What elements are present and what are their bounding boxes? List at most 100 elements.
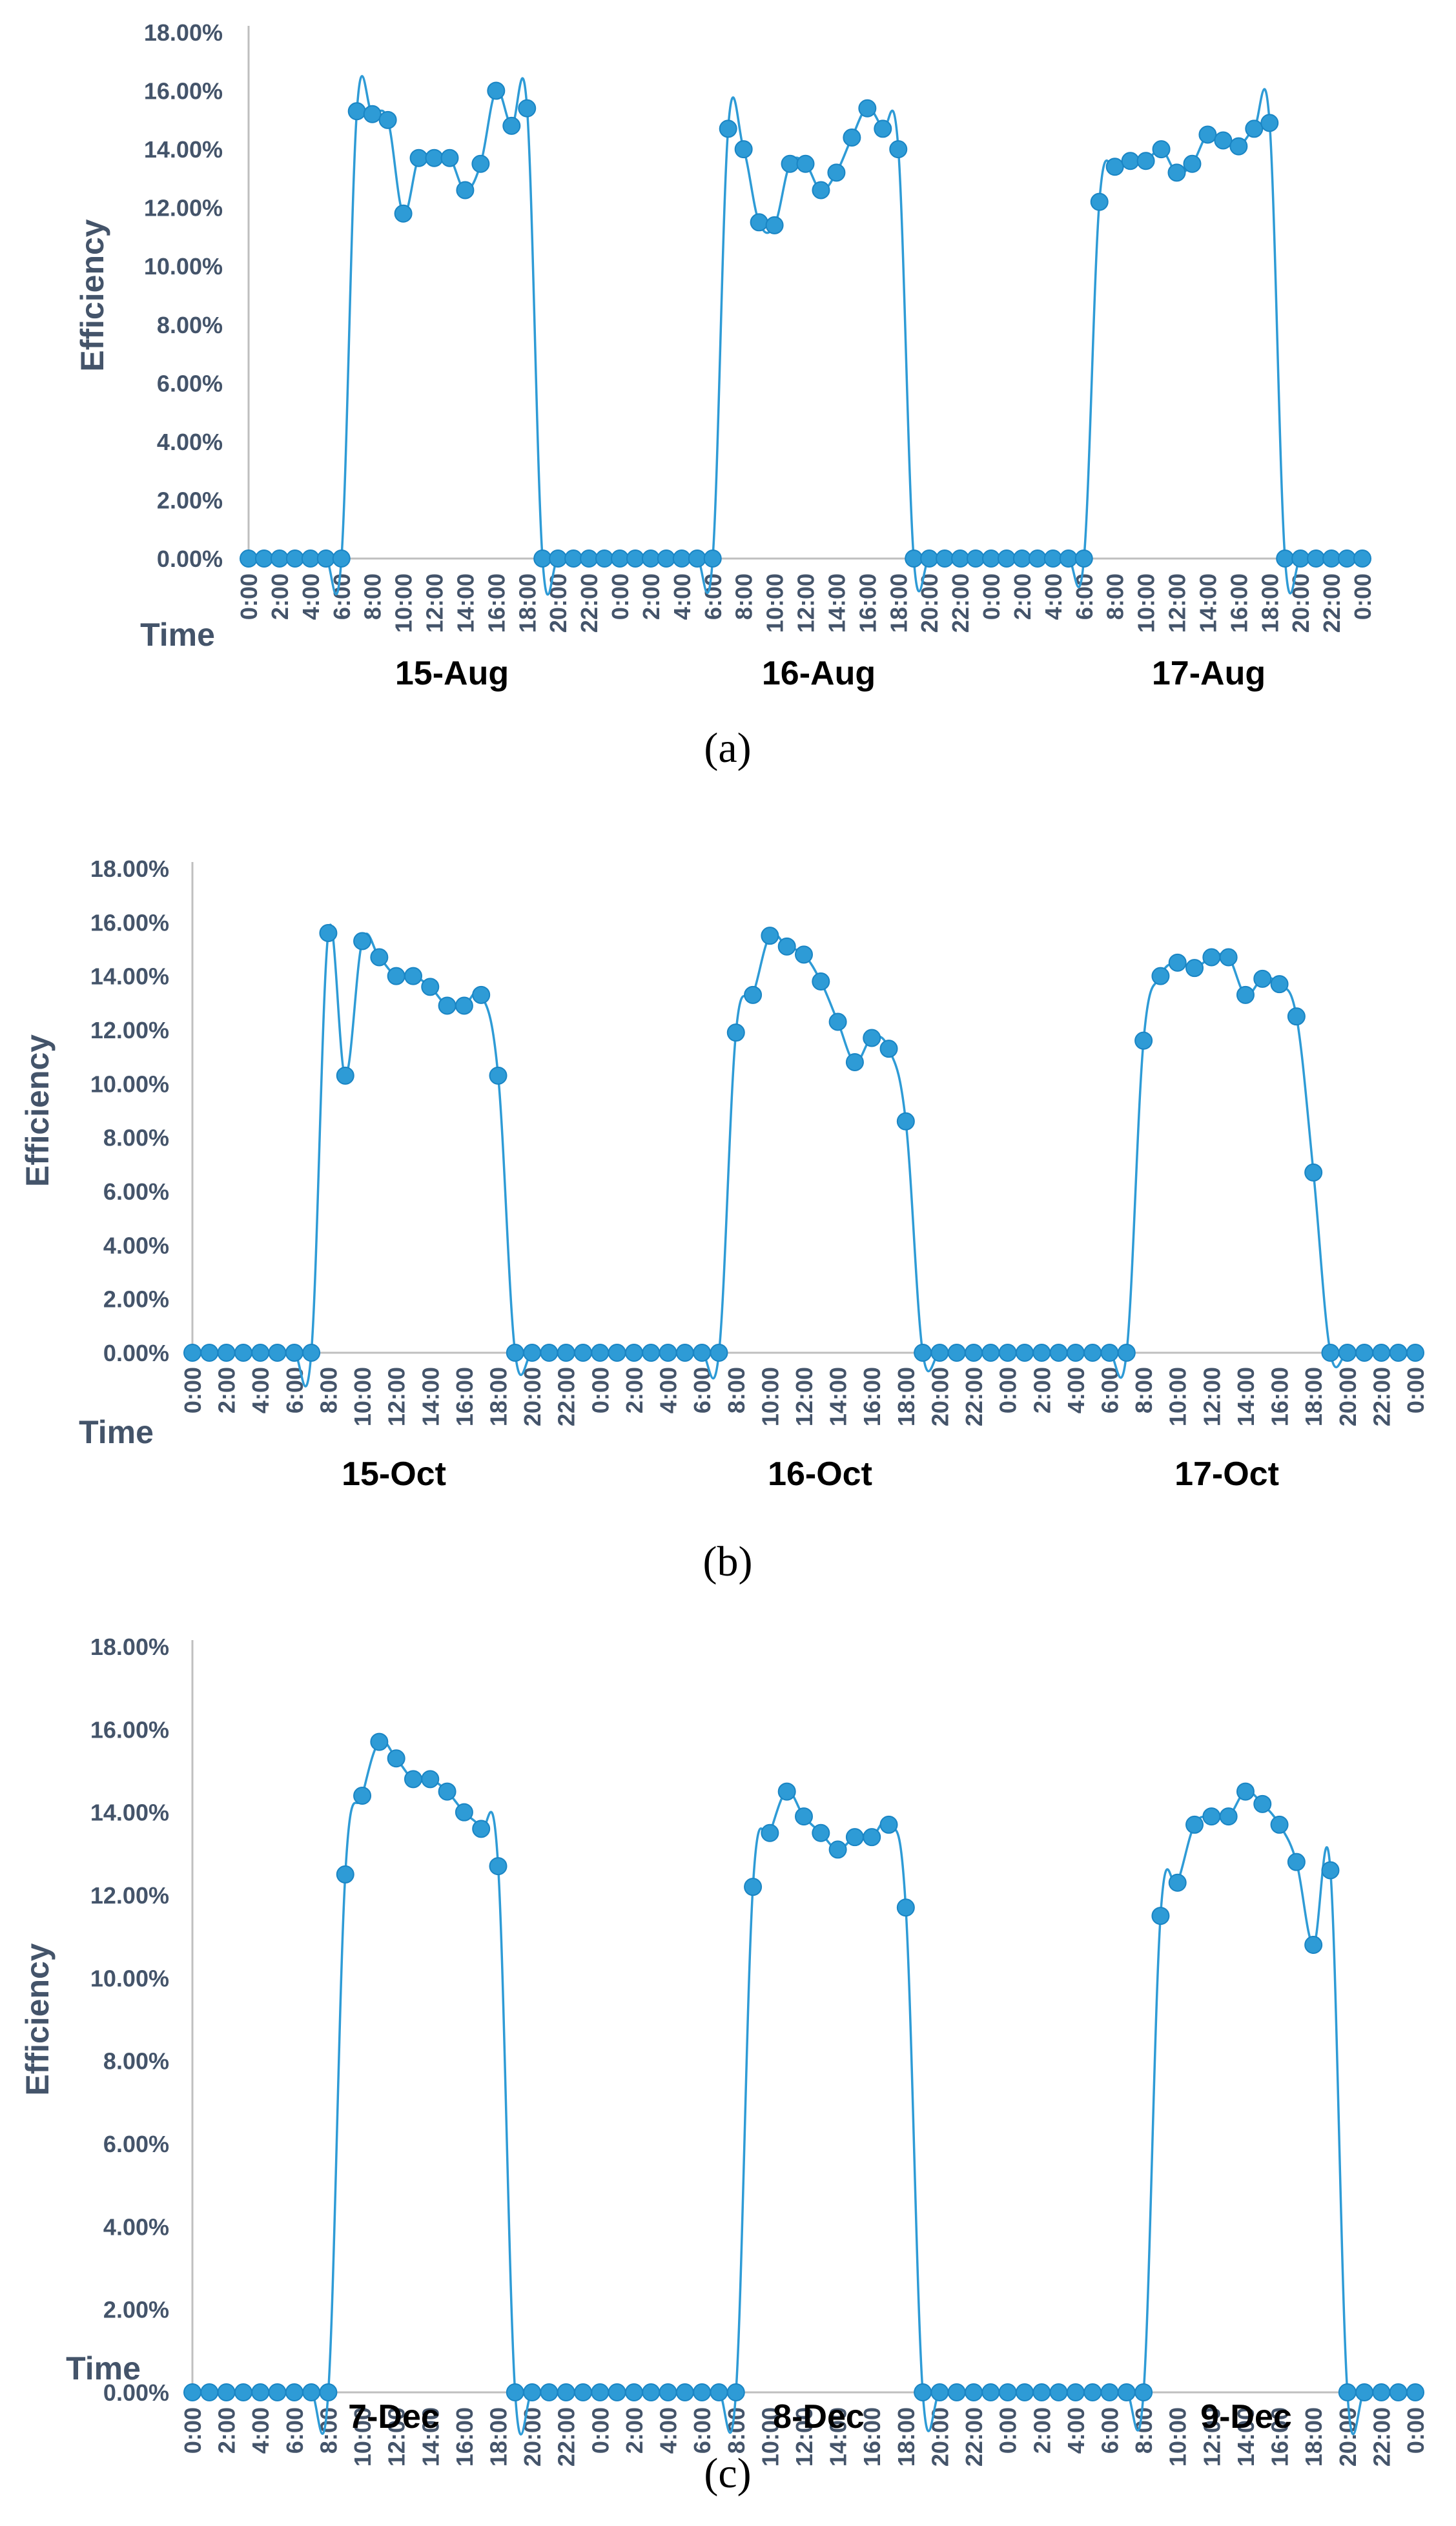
efficiency-point: [319, 2383, 338, 2401]
efficiency-point: [1012, 549, 1031, 568]
x-tick-label: 0:00: [978, 573, 1005, 620]
efficiency-point: [1049, 1344, 1068, 1362]
efficiency-point: [540, 1344, 559, 1362]
x-tick-label: 0:00: [1402, 1367, 1429, 1413]
efficiency-point: [947, 2383, 966, 2401]
efficiency-point: [795, 1807, 813, 1826]
efficiency-point: [1245, 119, 1264, 138]
x-tick-label: 16:00: [859, 2407, 885, 2467]
efficiency-point: [611, 549, 629, 568]
efficiency-point: [251, 2383, 270, 2401]
efficiency-point: [951, 549, 970, 568]
efficiency-point: [781, 154, 799, 173]
efficiency-point: [270, 549, 289, 568]
efficiency-point: [777, 937, 796, 956]
efficiency-point: [1353, 549, 1371, 568]
efficiency-point: [1134, 2383, 1153, 2401]
efficiency-point: [557, 1344, 575, 1362]
x-tick-label: 14:00: [825, 2407, 852, 2467]
x-tick-label: 10:00: [349, 1367, 376, 1426]
x-tick-label: 10:00: [1165, 1367, 1191, 1426]
x-tick-label: 14:00: [417, 2407, 444, 2467]
x-tick-label: 12:00: [1164, 573, 1191, 633]
efficiency-point: [672, 549, 691, 568]
y-tick-label: 12.00%: [90, 1017, 169, 1043]
x-tick-label: 4:00: [1063, 1367, 1089, 1413]
panel-tag: (c): [704, 2450, 751, 2497]
y-tick-label: 10.00%: [144, 253, 223, 280]
x-tick-label: 14:00: [1233, 2407, 1259, 2467]
efficiency-point: [1043, 549, 1062, 568]
y-tick-label: 12.00%: [90, 1882, 169, 1909]
efficiency-point: [217, 1344, 236, 1362]
efficiency-point: [641, 549, 660, 568]
x-axis-title: Time: [79, 1414, 154, 1450]
x-tick-label: 12:00: [384, 1367, 410, 1426]
efficiency-point: [1134, 1031, 1153, 1050]
efficiency-point: [456, 181, 475, 200]
x-tick-label: 2:00: [267, 573, 293, 620]
x-tick-label: 2:00: [1029, 2407, 1055, 2454]
efficiency-point: [234, 2383, 252, 2401]
x-tick-label: 0:00: [995, 1367, 1021, 1413]
efficiency-point: [719, 119, 737, 138]
efficiency-point: [726, 2383, 745, 2401]
efficiency-point: [1214, 131, 1233, 150]
y-tick-label: 4.00%: [103, 2213, 169, 2240]
efficiency-point: [1260, 114, 1279, 132]
efficiency-point: [455, 1803, 473, 1822]
x-tick-label: 20:00: [916, 573, 943, 633]
efficiency-point: [440, 149, 459, 167]
efficiency-point: [404, 967, 422, 985]
efficiency-point: [240, 549, 258, 568]
efficiency-point: [744, 985, 763, 1004]
efficiency-point: [693, 1344, 712, 1362]
efficiency-point: [1183, 154, 1202, 173]
efficiency-point: [1074, 549, 1093, 568]
efficiency-point: [1291, 549, 1310, 568]
efficiency-point: [455, 996, 473, 1015]
x-tick-label: 2:00: [638, 573, 664, 620]
x-tick-label: 8:00: [1131, 2407, 1157, 2454]
efficiency-point: [1321, 1861, 1340, 1880]
y-tick-label: 18.00%: [144, 19, 223, 46]
efficiency-point: [540, 2383, 559, 2401]
efficiency-point: [580, 549, 599, 568]
efficiency-point: [506, 2383, 524, 2401]
efficiency-point: [812, 181, 830, 200]
x-tick-label: 0:00: [995, 2407, 1021, 2454]
efficiency-point: [1121, 152, 1140, 170]
efficiency-point: [268, 1344, 287, 1362]
x-tick-label: 8:00: [731, 573, 757, 620]
efficiency-point: [268, 2383, 287, 2401]
efficiency-point: [336, 1865, 354, 1884]
efficiency-point: [1276, 549, 1295, 568]
efficiency-point: [285, 2383, 303, 2401]
efficiency-point: [574, 1344, 593, 1362]
efficiency-point: [889, 140, 908, 159]
efficiency-chart-c: 0.00% 2.00% 4.00% 6.00% 8.00% 10.00% 12.00% 14.…: [19, 1634, 1429, 2497]
efficiency-point: [1307, 549, 1326, 568]
efficiency-point: [703, 549, 722, 568]
efficiency-point: [905, 549, 923, 568]
efficiency-point: [487, 81, 506, 100]
x-tick-label: 18:00: [486, 1367, 512, 1426]
efficiency-point: [710, 2383, 728, 2401]
day-label: 8-Dec: [773, 2398, 865, 2436]
x-tick-label: 10:00: [757, 1367, 783, 1426]
efficiency-point: [1028, 549, 1047, 568]
efficiency-point: [1015, 2383, 1034, 2401]
day-label: 16-Aug: [762, 655, 876, 692]
efficiency-point: [965, 2383, 983, 2401]
efficiency-point: [688, 549, 706, 568]
efficiency-point: [409, 149, 428, 167]
efficiency-point: [285, 549, 304, 568]
efficiency-point: [1287, 1007, 1306, 1026]
efficiency-point: [765, 216, 784, 234]
y-tick-label: 10.00%: [90, 1965, 169, 1991]
x-tick-label: 0:00: [587, 2407, 613, 2454]
efficiency-point: [254, 549, 273, 568]
x-tick-label: 4:00: [247, 2407, 274, 2454]
efficiency-point: [981, 1344, 1000, 1362]
efficiency-point: [394, 204, 413, 223]
